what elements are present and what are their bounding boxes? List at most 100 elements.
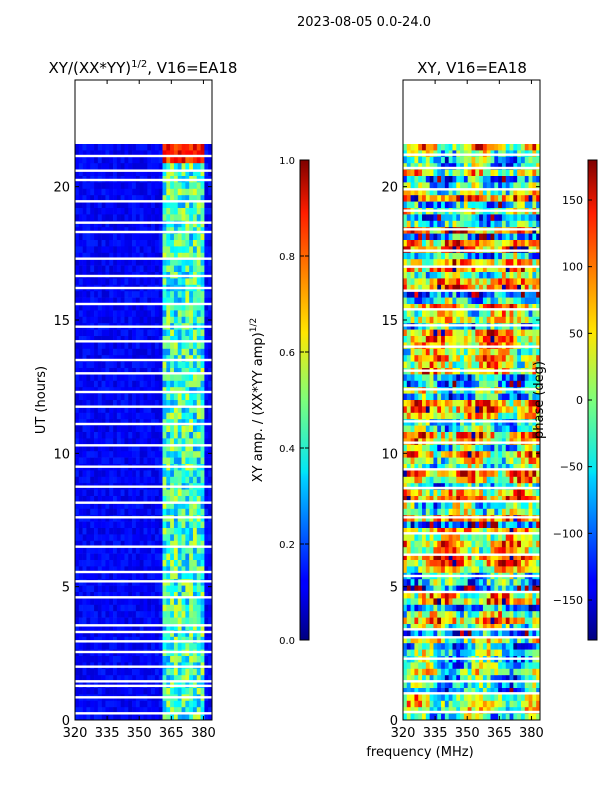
heatmap-cell — [441, 329, 446, 337]
heatmap-cell — [204, 624, 209, 631]
heatmap-cell — [444, 252, 449, 260]
heatmap-cell — [94, 227, 99, 234]
heatmap-cell — [479, 156, 484, 164]
heatmap-cell — [151, 560, 156, 567]
heatmap-cell — [410, 284, 415, 292]
heatmap-cell — [479, 323, 484, 330]
heatmap-cell — [132, 361, 137, 369]
heatmap-cell — [101, 688, 106, 695]
heatmap-cell — [109, 425, 114, 433]
heatmap-cell — [418, 323, 423, 330]
heatmap-cell — [78, 656, 83, 663]
heatmap-cell — [482, 220, 488, 228]
heatmap-cell — [101, 643, 106, 650]
heatmap-cell — [181, 169, 186, 177]
heatmap-cell — [200, 412, 205, 420]
heatmap-cell — [135, 604, 140, 612]
heatmap-cell — [170, 470, 175, 478]
heatmap-cell — [139, 163, 144, 170]
heatmap-cell — [490, 265, 495, 273]
heatmap-cell — [433, 329, 438, 337]
heatmap-cell — [448, 278, 453, 286]
heatmap-cell — [75, 304, 80, 311]
heatmap-cell — [105, 220, 110, 228]
heatmap-cell — [414, 297, 419, 305]
heatmap-cell — [509, 393, 514, 401]
heatmap-cell — [94, 444, 99, 452]
heatmap-cell — [135, 624, 140, 631]
heatmap-cell — [124, 201, 129, 209]
heatmap-cell — [124, 150, 129, 158]
heatmap-cell — [410, 393, 415, 401]
heatmap-cell — [90, 425, 95, 433]
heatmap-cell — [505, 259, 510, 266]
heatmap-cell — [200, 592, 205, 599]
heatmap-cell — [204, 201, 209, 209]
heatmap-cell — [192, 528, 198, 535]
heatmap-cell — [166, 419, 171, 426]
heatmap-cell — [90, 496, 95, 503]
heatmap-cell — [158, 156, 163, 164]
heatmap-cell — [513, 393, 518, 401]
heatmap-cell — [208, 534, 213, 542]
heatmap-cell — [82, 566, 87, 574]
heatmap-cell — [181, 675, 186, 682]
heatmap-cell — [418, 214, 423, 222]
heatmap-cell — [82, 688, 87, 695]
heatmap-cell — [158, 598, 163, 606]
heatmap-cell — [113, 470, 118, 478]
heatmap-cell — [147, 227, 152, 234]
heatmap-cell — [86, 668, 91, 676]
heatmap-cell — [520, 336, 526, 343]
heatmap-cell — [90, 265, 95, 273]
heatmap-cell — [528, 400, 533, 407]
heatmap-cell — [109, 496, 114, 503]
heatmap-cell — [448, 374, 453, 382]
heatmap-cell — [181, 201, 186, 209]
heatmap-cell — [208, 515, 213, 522]
heatmap-cell — [124, 457, 129, 465]
heatmap-cell — [494, 348, 499, 356]
heatmap-cell — [75, 406, 80, 414]
heatmap-cell — [498, 240, 503, 247]
heatmap-cell — [75, 540, 80, 548]
heatmap-cell — [471, 361, 476, 369]
heatmap-cell — [513, 176, 518, 183]
heatmap-cell — [135, 348, 140, 356]
heatmap-cell — [158, 246, 163, 254]
heatmap-cell — [154, 547, 160, 554]
heatmap-cell — [113, 336, 118, 343]
heatmap-cell — [101, 348, 106, 356]
heatmap-cell — [532, 412, 537, 420]
heatmap-cell — [189, 144, 194, 151]
heatmap-cell — [441, 233, 446, 241]
heatmap-cell — [82, 425, 87, 433]
heatmap-cell — [154, 585, 160, 593]
heatmap-cell — [170, 412, 175, 420]
heatmap-cell — [196, 432, 201, 439]
heatmap-cell — [498, 412, 503, 420]
heatmap-cell — [192, 566, 198, 574]
heatmap-cell — [120, 457, 125, 465]
heatmap-cell — [147, 470, 152, 478]
heatmap-cell — [192, 188, 198, 196]
heatmap-cell — [196, 521, 201, 529]
heatmap-cell — [78, 540, 83, 548]
heatmap-cell — [196, 496, 201, 503]
heatmap-cell — [509, 252, 514, 260]
heatmap-cell — [444, 156, 449, 164]
heatmap-cell — [154, 438, 160, 446]
heatmap-cell — [422, 412, 427, 420]
heatmap-cell — [204, 470, 209, 478]
heatmap-cell — [452, 201, 457, 209]
heatmap-cell — [166, 227, 171, 234]
heatmap-cell — [166, 572, 171, 580]
heatmap-cell — [151, 387, 156, 394]
heatmap-cell — [143, 547, 148, 554]
heatmap-cell — [116, 438, 121, 446]
heatmap-cell — [490, 284, 495, 292]
heatmap-cell — [429, 336, 434, 343]
heatmap-cell — [452, 297, 457, 305]
heatmap-cell — [486, 400, 491, 407]
heatmap-cell — [94, 214, 99, 222]
